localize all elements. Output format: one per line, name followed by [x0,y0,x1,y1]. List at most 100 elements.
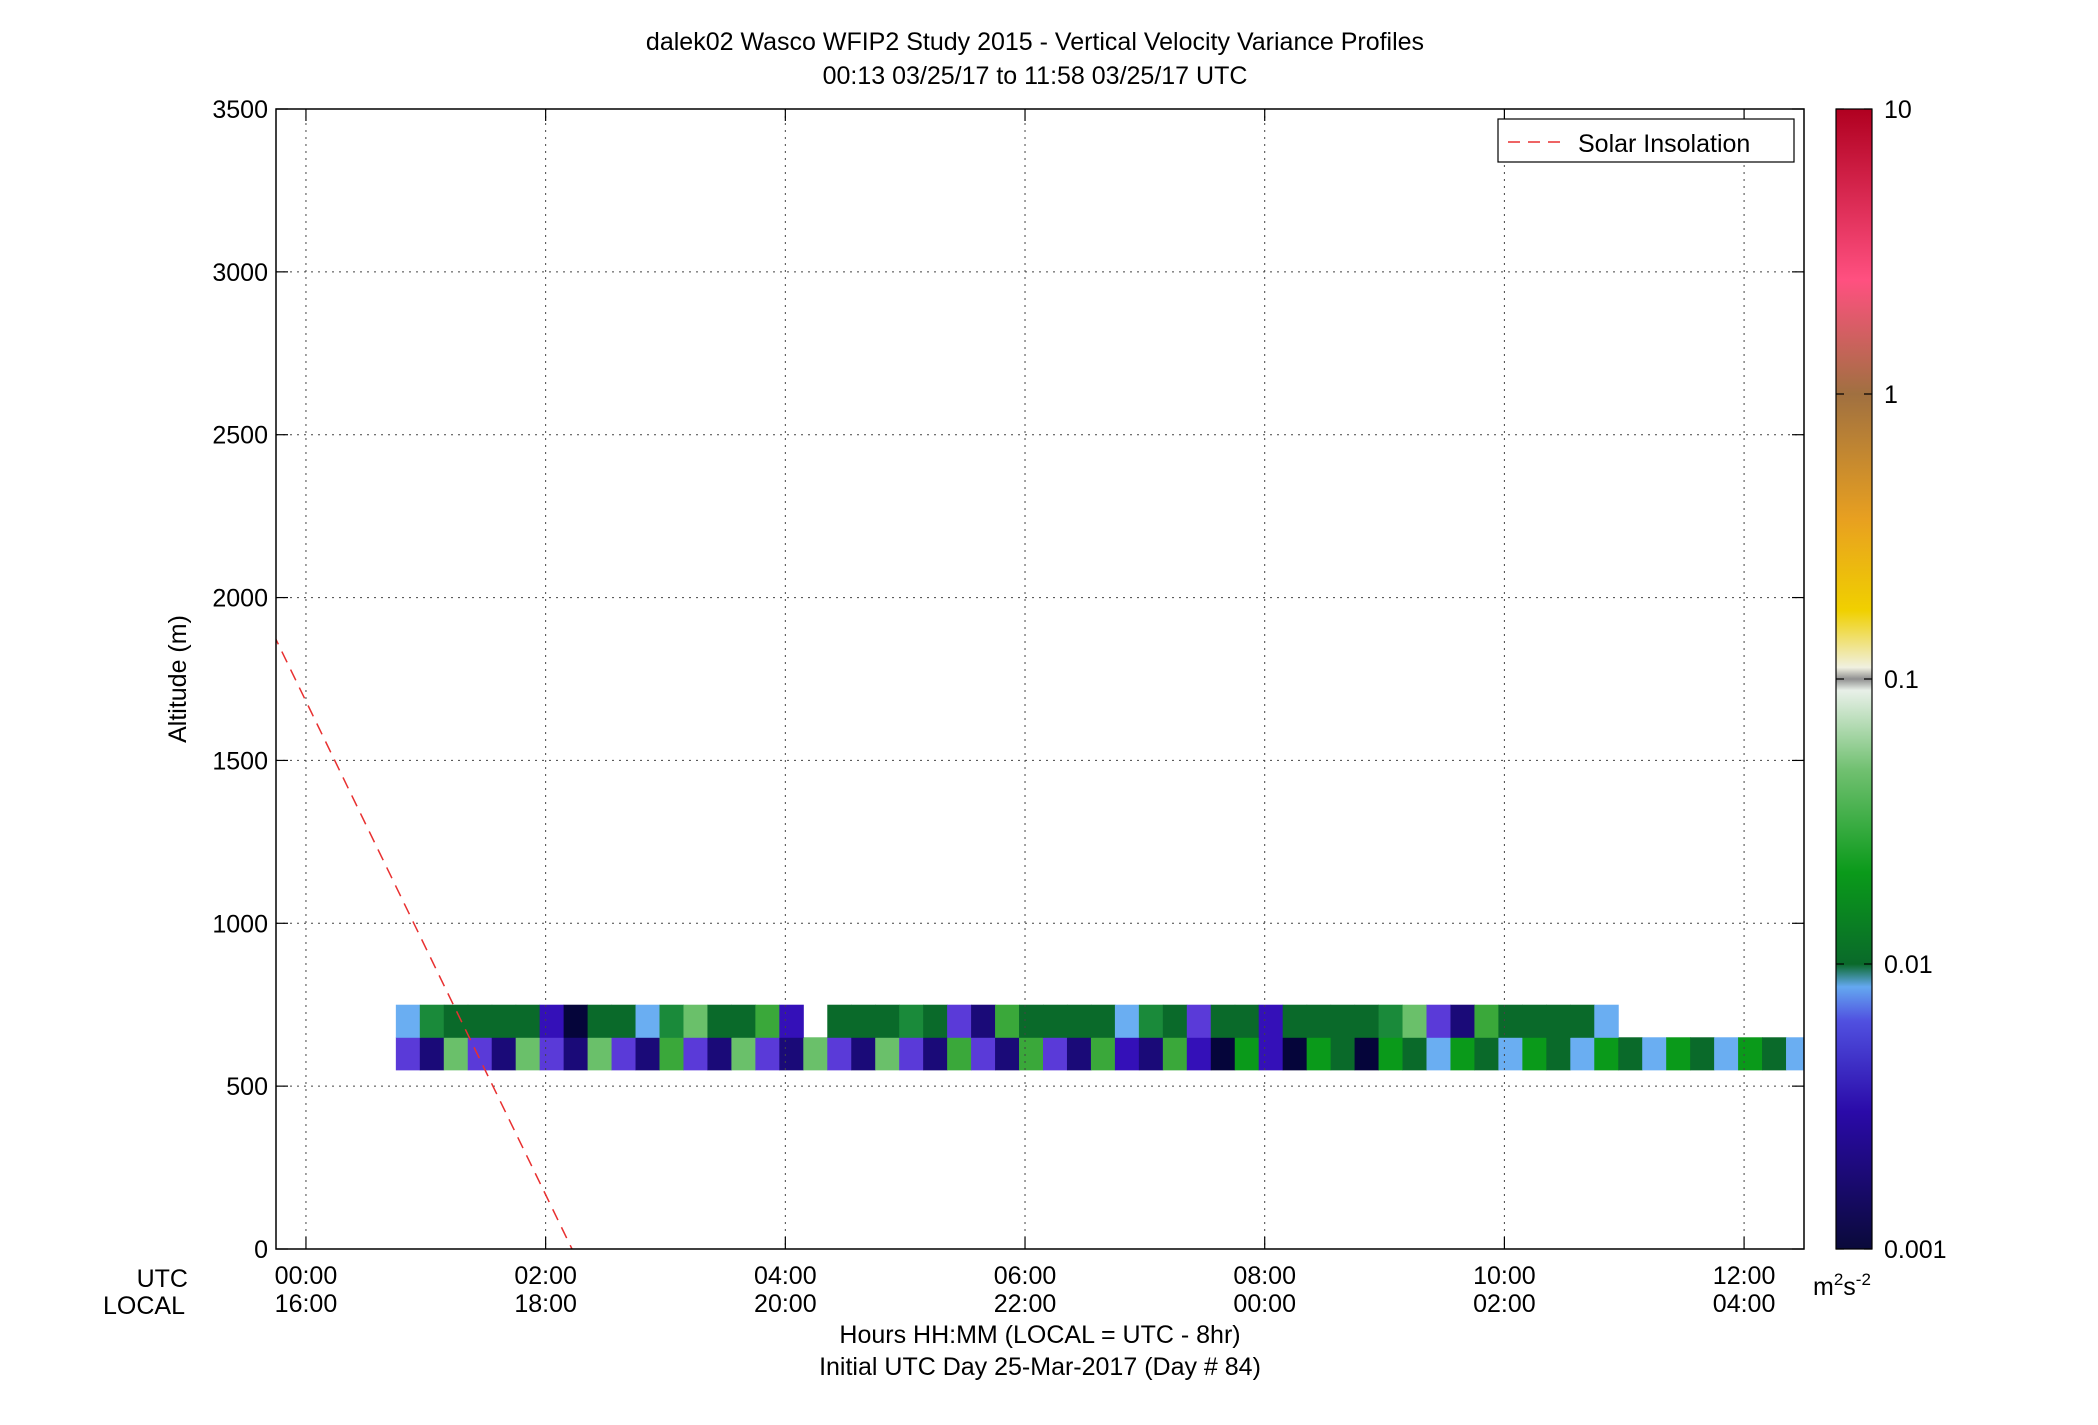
heatmap-cell [1882,1037,1906,1070]
x-axis-label: Hours HH:MM (LOCAL = UTC - 8hr) [839,1321,1240,1349]
heatmap-cell [1042,1037,1068,1071]
grid-lines [276,109,1804,1249]
heatmap-cell [1570,1037,1595,1071]
heatmap-cell [923,1004,948,1038]
x-tick-label-utc: 06:00 [994,1262,1057,1290]
heatmap-cell [1714,1037,1739,1071]
y-tick-label: 3500 [212,96,268,124]
heatmap-cell [851,1037,876,1071]
colorbar-tick-label: 0.1 [1884,666,1919,694]
heatmap-cell [1498,1004,1523,1038]
heatmap-cell [395,1004,421,1038]
colorbar-unit-mid: s [1843,1273,1856,1301]
heatmap-cell [1186,1004,1212,1038]
heatmap-cell [659,1004,684,1038]
heatmap-cell [995,1037,1020,1071]
legend: Solar Insolation [1497,118,1795,163]
heatmap-cell [611,1037,637,1071]
heatmap-cell [1066,1004,1092,1038]
heatmap-cell [1450,1004,1475,1038]
heatmap-cell [1738,1037,1763,1071]
heatmap-cell [947,1004,972,1038]
heatmap-cell [731,1004,756,1038]
heatmap-cell [1498,1037,1523,1071]
heatmap-cell [683,1004,708,1038]
heatmap-cell [1162,1004,1188,1038]
heatmap-cell [1594,1037,1619,1071]
heatmap-cell [539,1037,565,1071]
x-tick-label-utc: 12:00 [1713,1262,1776,1290]
heatmap-cell [1306,1004,1332,1038]
x-tick-label-local: 18:00 [514,1290,577,1318]
heatmap-cell [1186,1037,1212,1071]
legend-box [1497,118,1795,163]
heatmap-cell [1570,1004,1595,1038]
heatmap-cell [659,1037,684,1071]
heatmap-cell [1522,1004,1547,1038]
heatmap-cell [443,1037,469,1071]
heatmap-cell [1330,1037,1356,1071]
y-tick-label: 2500 [212,422,268,450]
heatmap-cell [779,1004,804,1038]
heatmap-cell [995,1004,1020,1038]
y-axis: 0 500 1000 1500 2000 2500 3000 3500 [212,96,1804,1264]
heatmap-cell [1042,1004,1068,1038]
heatmap-cell [851,1004,876,1038]
heatmap-cell [419,1037,445,1071]
heatmap-cell [515,1037,541,1071]
heatmap-cell [899,1004,924,1038]
heatmap-cell [875,1004,900,1038]
y-tick-label: 500 [226,1073,268,1101]
heatmap-cell [1474,1037,1499,1071]
y-tick-label: 3000 [212,259,268,287]
chart-title: dalek02 Wasco WFIP2 Study 2015 - Vertica… [646,28,1424,56]
heatmap-cell [1666,1037,1691,1071]
colorbar-unit: m2s-2 [1813,1270,1871,1301]
legend-solar-label: Solar Insolation [1578,130,1750,158]
heatmap-cell [587,1004,613,1038]
heatmap-cell [443,1004,469,1038]
x-tick-label-local: 22:00 [994,1290,1057,1318]
heatmap-cell [683,1037,708,1071]
heatmap-cell [1618,1037,1643,1071]
heatmap-cell [1138,1037,1164,1071]
colorbar-tick-label: 10 [1884,96,1912,124]
colorbar-unit-base: m [1813,1273,1834,1301]
solar-insolation-line [276,637,573,1249]
heatmap-cell [1474,1004,1499,1038]
colorbar-unit-sup2: -2 [1856,1270,1871,1289]
heatmap-cell [1066,1037,1092,1071]
heatmap-cell [419,1004,445,1038]
heatmap-cell [1114,1037,1140,1071]
y-tick-label: 0 [254,1236,268,1264]
heatmap-cell [1378,1037,1404,1071]
heatmap-cell [1282,1004,1308,1038]
heatmap-cell [1138,1004,1164,1038]
x-tick-label-local: 02:00 [1473,1290,1536,1318]
x-tick-label-utc: 00:00 [275,1262,338,1290]
heatmap-cell [1762,1037,1787,1071]
heatmap-cell [1210,1037,1236,1071]
heatmap-cell [539,1004,565,1038]
solar-insolation-series [276,637,573,1249]
heatmap-cell [467,1037,493,1071]
heatmap-cell [707,1037,732,1071]
y-tick-label: 1000 [212,910,268,938]
colorbar-tick-label: 0.01 [1884,951,1933,979]
plot-area [276,109,1804,1249]
heatmap-cell [971,1037,996,1071]
heatmap-cell [467,1004,493,1038]
heatmap-cell [1810,1037,1834,1070]
heatmap-cell [1402,1004,1427,1038]
heatmap-cell [1162,1037,1188,1071]
x-tick-label-local: 16:00 [275,1290,338,1318]
heatmap-cell [1234,1004,1260,1038]
heatmap-cell [563,1037,589,1071]
heatmap-cell [827,1004,852,1038]
heatmap-cell [1306,1037,1332,1071]
heatmap-cell [899,1037,924,1071]
heatmap-cell [1906,1037,1930,1070]
heatmap-cell [803,1037,828,1071]
heatmap-cell [491,1004,517,1038]
